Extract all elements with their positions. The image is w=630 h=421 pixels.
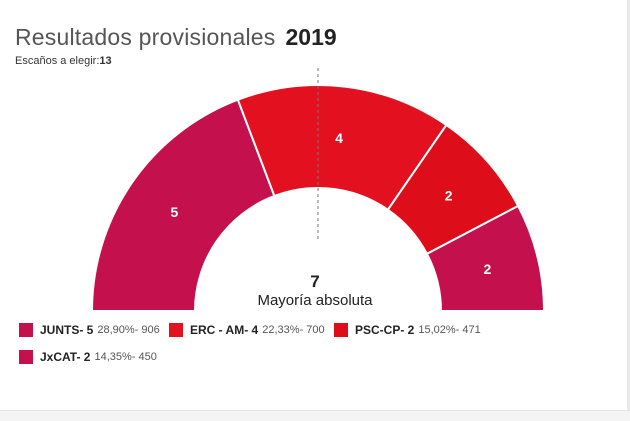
legend-party-name: JUNTS- 5 <box>40 323 94 337</box>
legend-party-stats: 28,90%- 906 <box>97 324 160 336</box>
legend-party-name: PSC-CP- 2 <box>355 323 415 337</box>
seat-arcs: 5 4 2 2 <box>90 84 546 312</box>
seat-count-label: 4 <box>335 130 343 146</box>
legend-swatch <box>19 350 33 364</box>
majority-value: 7 <box>310 272 320 291</box>
seat-count-label: 2 <box>445 187 453 203</box>
legend-swatch <box>169 323 183 337</box>
seat-arc-jxcat <box>425 204 546 312</box>
legend-party-stats: 15,02%- 471 <box>418 324 481 336</box>
seat-count-label: 5 <box>170 204 178 220</box>
seat-arc-junts <box>90 98 276 312</box>
seats-to-elect-label: Escaños a elegir: <box>15 55 100 67</box>
legend-party-stats: 22,33%- 700 <box>262 324 325 336</box>
seat-count-label: 2 <box>484 261 492 277</box>
legend-item-erc-am: ERC - AM- 4 22,33%- 700 <box>169 323 325 337</box>
legend-swatch <box>334 323 348 337</box>
legend-party-name: ERC - AM- 4 <box>190 323 259 337</box>
frame-right-border <box>627 0 630 410</box>
legend-item-junts: JUNTS- 5 28,90%- 906 <box>19 323 160 337</box>
page-title: Resultados provisionales <box>15 24 276 50</box>
legend-party-name: JxCAT- 2 <box>40 350 91 364</box>
seats-to-elect-value: 13 <box>99 55 112 67</box>
majority-label: Mayoría absoluta <box>257 292 373 309</box>
legend-item-psc-cp: PSC-CP- 2 15,02%- 471 <box>334 323 481 337</box>
legend-party-stats: 14,35%- 450 <box>94 351 157 363</box>
election-year: 2019 <box>285 24 337 50</box>
legend-swatch <box>19 323 33 337</box>
legend-item-jxcat: JxCAT- 2 14,35%- 450 <box>19 350 157 364</box>
frame-bottom-border <box>0 410 630 421</box>
seat-arc-erc-am <box>236 84 448 212</box>
results-header: Resultados provisionales 2019 <box>15 24 337 51</box>
seats-to-elect: Escaños a elegir:13 <box>15 55 112 67</box>
